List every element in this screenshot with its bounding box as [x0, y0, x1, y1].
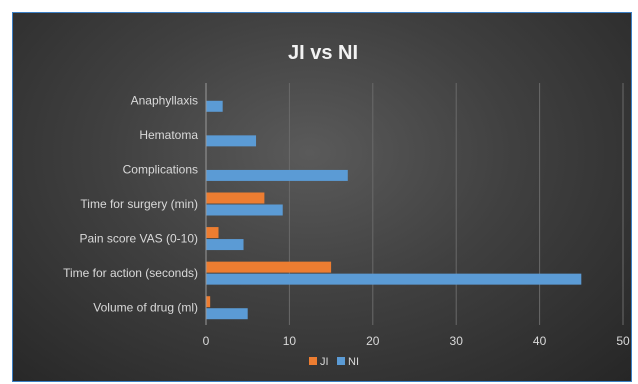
x-tick-label: 50: [616, 334, 630, 348]
category-label: Pain score VAS (0-10): [80, 232, 199, 246]
x-tick-label: 30: [450, 334, 464, 348]
x-tick-label: 40: [533, 334, 547, 348]
chart-frame: JI vs NI 0 10 20 30 40 50 Volume of drug (ml) T…: [12, 12, 632, 382]
x-tick-label: 0: [203, 334, 210, 348]
bar-ji-1: [206, 261, 332, 273]
legend-label-ni: NI: [348, 356, 359, 368]
bar-ji-2: [206, 227, 219, 239]
bar-ni-0: [206, 308, 248, 320]
x-tick-label: 10: [283, 334, 297, 348]
category-label: Hematoma: [139, 128, 198, 142]
bar-ni-4: [206, 169, 348, 181]
bar-ni-6: [206, 100, 223, 112]
legend-swatch-ni: [337, 357, 345, 365]
category-label: Anaphyllaxis: [131, 93, 198, 107]
category-label: Complications: [123, 162, 198, 176]
bar-ni-5: [206, 135, 257, 147]
bar-ni-2: [206, 239, 244, 251]
bar-ji-3: [206, 192, 265, 204]
bar-chart: JI vs NI 0 10 20 30 40 50 Volume of drug (ml) T…: [63, 42, 630, 368]
chart-title: JI vs NI: [288, 42, 358, 64]
gridlines: [288, 83, 624, 325]
bar-ji-0: [206, 296, 211, 308]
axes: 0 10 20 30 40 50 Volume of drug (ml) Time for a…: [63, 83, 630, 348]
category-label: Time for action (seconds): [63, 266, 198, 280]
category-label: Time for surgery (min): [80, 197, 198, 211]
legend-label-ji: JI: [320, 356, 329, 368]
legend: JI NI: [309, 356, 359, 368]
bars: [206, 100, 582, 320]
category-label: Volume of drug (ml): [93, 301, 198, 315]
legend-swatch-ji: [309, 357, 317, 365]
bar-ni-1: [206, 273, 582, 285]
bar-ni-3: [206, 204, 283, 216]
x-tick-label: 20: [366, 334, 380, 348]
